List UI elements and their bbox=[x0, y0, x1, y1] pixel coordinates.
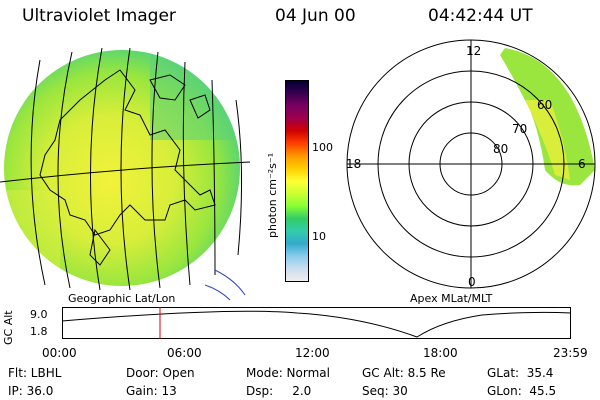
colorbar-tick-100: 100 bbox=[312, 141, 333, 154]
time-label: 04:42:44 UT bbox=[428, 6, 533, 26]
polar-plot bbox=[346, 39, 596, 289]
info-ip: IP: 36.0 bbox=[8, 384, 54, 398]
info-seq: Seq: 30 bbox=[362, 384, 408, 398]
xtick-2359: 23:59 bbox=[553, 346, 588, 360]
info-door: Door: Open bbox=[126, 366, 195, 380]
mlt-label-12: 12 bbox=[466, 44, 482, 58]
info-glat: GLat: 35.4 bbox=[487, 366, 554, 380]
info-glon: GLon: 45.5 bbox=[487, 384, 557, 398]
geographic-image bbox=[0, 47, 251, 301]
xtick-1800: 18:00 bbox=[423, 346, 458, 360]
colorbar-tick-10: 10 bbox=[312, 230, 326, 243]
mlt-label-0: 0 bbox=[468, 275, 476, 289]
date-label: 04 Jun 00 bbox=[275, 6, 356, 26]
geographic-caption: Geographic Lat/Lon bbox=[68, 292, 176, 305]
altitude-ylabel: GC Alt bbox=[2, 310, 15, 345]
colorbar bbox=[285, 80, 309, 282]
lat-label-80: 80 bbox=[493, 142, 509, 156]
info-flt: Flt: LBHL bbox=[8, 366, 62, 380]
xtick-1200: 12:00 bbox=[295, 346, 330, 360]
instrument-title: Ultraviolet Imager bbox=[22, 6, 176, 26]
info-dsp: Dsp: 2.0 bbox=[246, 384, 312, 398]
altitude-plot bbox=[61, 307, 572, 339]
mlt-label-6: 6 bbox=[578, 157, 586, 171]
altitude-ytick-1-8: 1.8 bbox=[30, 325, 48, 338]
altitude-curve bbox=[61, 310, 572, 338]
xtick-0000: 00:00 bbox=[42, 346, 77, 360]
lat-label-70: 70 bbox=[512, 122, 528, 136]
info-mode: Mode: Normal bbox=[246, 366, 330, 380]
altitude-ytick-9: 9.0 bbox=[30, 308, 48, 321]
coastline bbox=[39, 69, 216, 236]
mlt-label-18: 18 bbox=[346, 157, 362, 171]
info-gain: Gain: 13 bbox=[126, 384, 177, 398]
lat-label-60: 60 bbox=[537, 98, 553, 112]
xtick-0600: 06:00 bbox=[167, 346, 202, 360]
colorbar-unit-label: photon cm⁻²s⁻¹ bbox=[266, 152, 279, 238]
info-gcalt: GC Alt: 8.5 Re bbox=[362, 366, 446, 380]
apex-caption: Apex MLat/MLT bbox=[410, 292, 493, 305]
